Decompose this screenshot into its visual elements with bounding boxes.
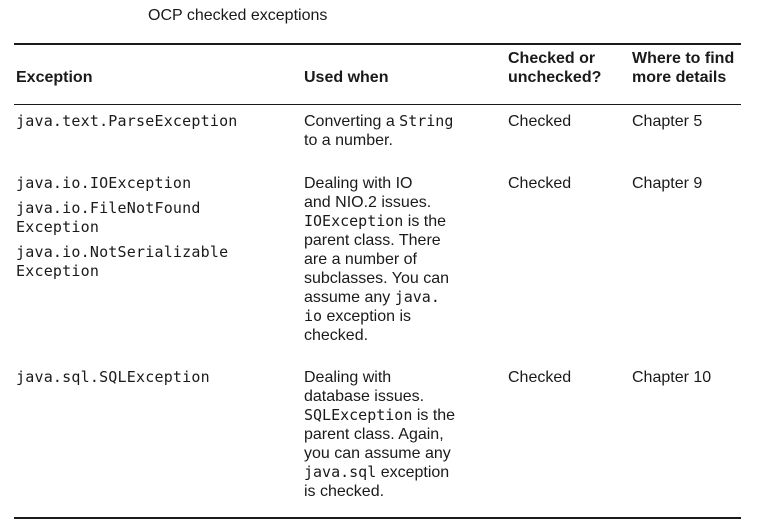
used-when-text: to a number.	[304, 132, 393, 149]
row3-exception: java.sql.SQLException	[16, 368, 286, 387]
used-when-text: are a number of	[304, 251, 417, 268]
used-when-text: Converting a	[304, 113, 400, 130]
used-when-code: SQLException	[304, 406, 413, 424]
used-when-code: java.	[394, 288, 440, 306]
row1-details: Chapter 5	[632, 113, 703, 130]
used-when-text: is the	[403, 213, 447, 230]
row1-used-when: Converting a String to a number.	[304, 112, 484, 150]
used-when-text: subclasses. You can	[304, 270, 449, 287]
used-when-text: is the	[412, 407, 456, 424]
row3-details: Chapter 10	[632, 369, 712, 386]
used-when-text: you can assume any	[304, 445, 451, 462]
header-exception: Exception	[16, 69, 93, 86]
used-when-code: IOException	[304, 212, 404, 230]
row1-exception: java.text.ParseException	[16, 112, 286, 131]
used-when-text: assume any	[304, 289, 395, 306]
row1-checked: Checked	[508, 113, 572, 130]
header-checked-line2: unchecked?	[508, 69, 602, 86]
header-details-line2: more details	[632, 69, 727, 86]
exception-name: java.io.IOException	[16, 174, 192, 192]
table-caption: OCP checked exceptions	[148, 7, 328, 24]
row3-checked: Checked	[508, 369, 572, 386]
used-when-text: Dealing with IO	[304, 175, 413, 192]
exception-name: Exception	[16, 262, 100, 280]
used-when-text: is checked.	[304, 483, 385, 500]
used-when-text: exception	[376, 464, 450, 481]
used-when-text: and NIO.2 issues.	[304, 194, 432, 211]
row2-used-when: Dealing with IO and NIO.2 issues. IOExce…	[304, 174, 484, 345]
row2-checked: Checked	[508, 175, 572, 192]
used-when-text: checked.	[304, 327, 369, 344]
table-top-rule	[14, 43, 741, 45]
used-when-text: Dealing with	[304, 369, 392, 386]
used-when-code: String	[399, 112, 454, 130]
header-checked-line1: Checked or	[508, 50, 596, 67]
header-details: Where to find more details	[632, 49, 752, 87]
row2-exception: java.io.IOException java.io.FileNotFound…	[16, 174, 286, 281]
used-when-code: io	[304, 307, 323, 325]
exception-name: java.sql.SQLException	[16, 368, 210, 386]
exception-name: Exception	[16, 218, 100, 236]
header-details-line1: Where to find	[632, 50, 735, 67]
exception-name: java.io.FileNotFound	[16, 199, 201, 217]
used-when-text: parent class. Again,	[304, 426, 444, 443]
exception-name: java.io.NotSerializable	[16, 243, 229, 261]
table-bottom-rule	[14, 517, 741, 519]
row2-details: Chapter 9	[632, 175, 703, 192]
header-used-when: Used when	[304, 69, 389, 86]
used-when-text: database issues.	[304, 388, 425, 405]
exception-name: java.text.ParseException	[16, 112, 238, 130]
used-when-text: exception is	[322, 308, 412, 325]
row3-used-when: Dealing with database issues. SQLExcepti…	[304, 368, 484, 501]
used-when-text: parent class. There	[304, 232, 441, 249]
table-header-rule	[14, 104, 741, 105]
header-checked: Checked or unchecked?	[508, 49, 618, 87]
used-when-code: java.sql	[304, 463, 377, 481]
